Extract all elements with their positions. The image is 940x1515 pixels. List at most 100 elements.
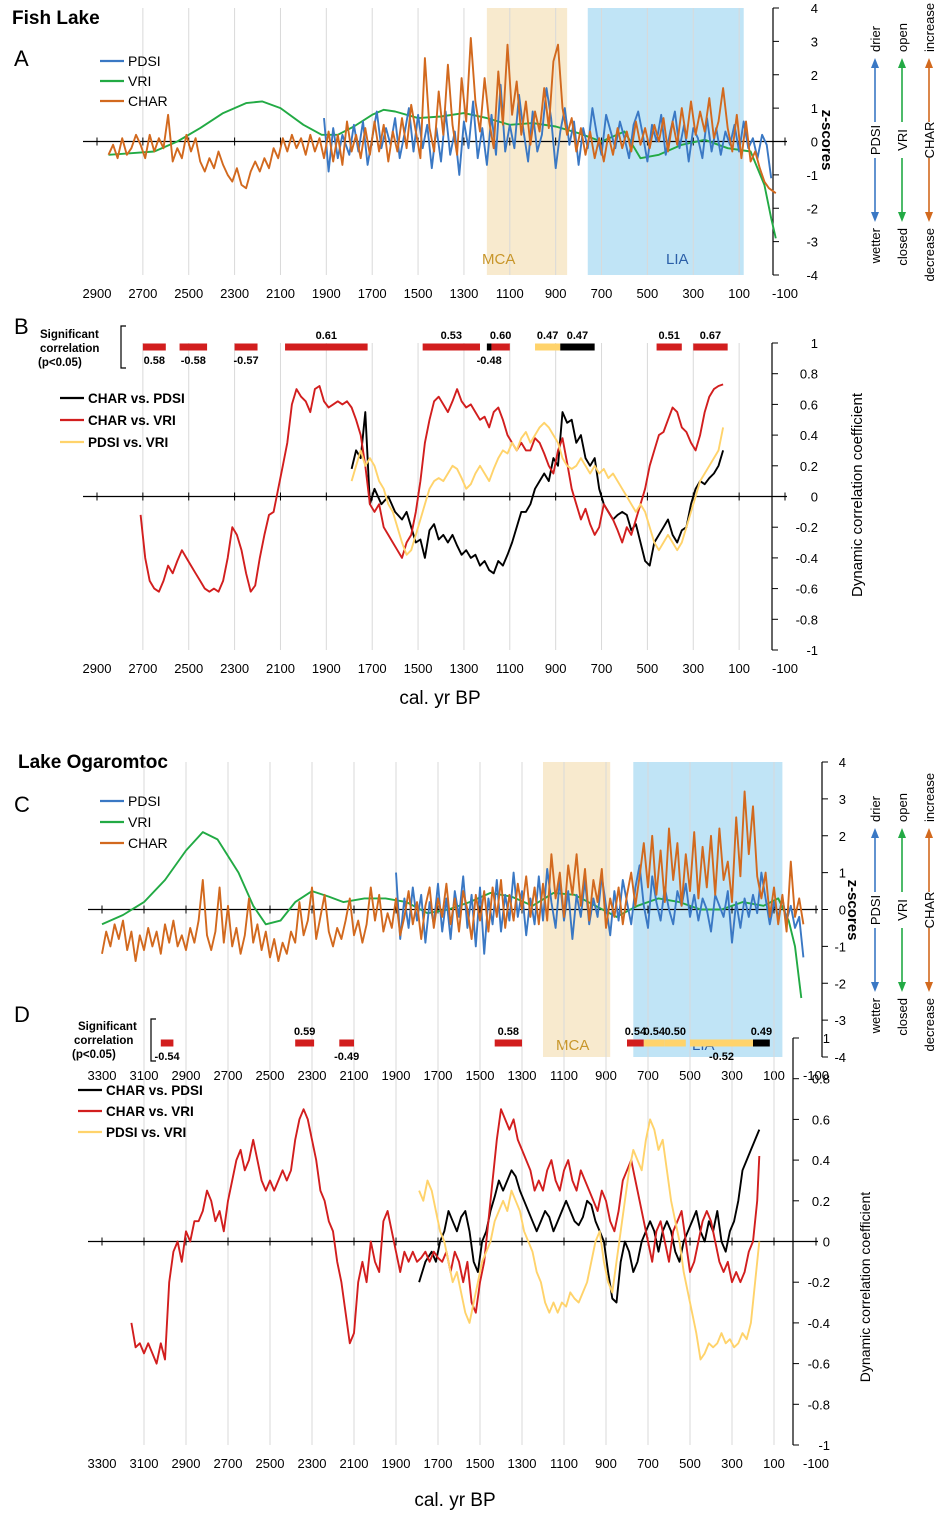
interp-variable-char: CHAR (922, 892, 937, 929)
sig-label-line3: (p<0.05) (38, 357, 82, 369)
x-tick-label: 2300 (220, 286, 249, 301)
significance-value: 0.59 (294, 1026, 315, 1038)
legend: PDSI VRI CHAR (100, 793, 168, 851)
significance-bar (422, 343, 480, 351)
x-tick-label: 900 (595, 1456, 617, 1471)
y-tick-label: -3 (806, 235, 818, 250)
x-tick-label: 1900 (312, 661, 341, 676)
legend: PDSI VRI CHAR (100, 53, 168, 109)
x-tick-label: -100 (772, 286, 798, 301)
x-tick-label: 1100 (550, 1456, 578, 1471)
x-tick-label: 2900 (172, 1456, 201, 1471)
x-tick-label: 700 (637, 1456, 659, 1471)
significance-bar (494, 1039, 522, 1047)
x-tick-label: 1300 (508, 1456, 537, 1471)
y-tick-label: -4 (806, 268, 818, 283)
interp-bottom-vri: closed (895, 228, 910, 266)
y-tick-label: -0.8 (808, 1397, 830, 1412)
series-line-pdsi-vs-vri (418, 1118, 761, 1361)
x-tick-label: 300 (721, 1456, 743, 1471)
y-tick-label: -1 (834, 939, 846, 954)
significance-value: 0.50 (665, 1026, 686, 1038)
x-tick-label: 100 (763, 1456, 785, 1471)
y-tick-label: 0.8 (812, 1072, 830, 1087)
arrow-down-icon (898, 982, 906, 992)
arrow-up-icon (925, 58, 933, 68)
arrow-up-icon (898, 828, 906, 838)
mca-label: MCA (482, 251, 515, 268)
series-line-char-vs-pdsi (350, 411, 725, 575)
lia-label: LIA (666, 251, 689, 268)
x-tick-label: -100 (803, 1456, 829, 1471)
site-title-fish-lake: Fish Lake (12, 8, 100, 29)
arrow-down-icon (871, 212, 879, 222)
significance-value: -0.58 (181, 355, 206, 367)
interp-variable-char: CHAR (922, 122, 937, 159)
y-tick-label: 0.2 (800, 459, 818, 474)
y-tick-label: -4 (834, 1050, 846, 1065)
significance-bar (491, 343, 510, 351)
y-tick-label: -0.2 (808, 1275, 830, 1290)
x-tick-label: 2900 (83, 661, 112, 676)
series-group (107, 37, 777, 239)
y-tick-label: -0.4 (796, 551, 818, 566)
y-tick-label: -0.6 (808, 1357, 830, 1372)
significance-key: Significant correlation (p<0.05) (38, 325, 126, 369)
x-tick-label: 2500 (256, 1456, 285, 1471)
panel-b: B Significant correlation (p<0.05) 2900 2… (14, 314, 866, 709)
y-tick-label: 2 (811, 68, 818, 83)
y-tick-label: 0.4 (812, 1153, 830, 1168)
mca-label: MCA (556, 1037, 589, 1054)
panel-letter-d: D (14, 1002, 30, 1027)
x-tick-label: 1900 (382, 1456, 411, 1471)
y-tick-label: 1 (811, 101, 818, 116)
significance-bar (142, 343, 166, 351)
arrow-down-icon (925, 212, 933, 222)
x-tick-label: 1900 (312, 286, 341, 301)
y-tick-label: 0 (839, 903, 846, 918)
y-tick-label: 3 (811, 34, 818, 49)
x-tick-label: 2100 (266, 286, 295, 301)
significance-value: 0.53 (441, 330, 462, 342)
x-tick-label: 1100 (496, 661, 524, 676)
significance-value: 0.60 (490, 330, 511, 342)
y-axis-label-zscores: z-scores (844, 880, 861, 941)
series-line-char-vs-pdsi (418, 1129, 761, 1304)
legend-label-vri: VRI (128, 814, 151, 830)
x-tick-label: 1700 (424, 1456, 453, 1471)
interp-bottom-vri: closed (895, 998, 910, 1036)
x-tick-label: 700 (591, 286, 613, 301)
significance-bar (693, 343, 728, 351)
significance-value: 0.67 (700, 330, 721, 342)
significance-value: 0.58 (144, 355, 165, 367)
series-group (139, 383, 725, 593)
significance-bar (535, 343, 561, 351)
legend-label-pdsi: PDSI (128, 793, 161, 809)
y-tick-label: 4 (839, 755, 846, 770)
significance-value: 0.54 (625, 1026, 647, 1038)
series-group (101, 790, 805, 999)
arrow-down-icon (871, 982, 879, 992)
panel-letter-a: A (14, 46, 29, 71)
sig-bracket (120, 325, 126, 369)
y-tick-label: 1 (811, 336, 818, 351)
legend-label-char: CHAR (128, 93, 168, 109)
interpretation-key: PDSI drier wetter VRI open closed CHAR increase… (868, 773, 937, 1052)
x-tick-label: 500 (679, 1456, 701, 1471)
significance-value: -0.48 (477, 355, 502, 367)
x-tick-label: 500 (637, 661, 659, 676)
x-tick-label: 2100 (340, 1456, 369, 1471)
axes: 3300 3100 2900 2700 2500 2300 2100 1900 1700 1500… (88, 1031, 830, 1471)
y-tick-label: -1 (818, 1438, 830, 1453)
x-tick-label: 1700 (358, 286, 387, 301)
arrow-down-icon (925, 982, 933, 992)
x-axis-label: cal. yr BP (399, 688, 480, 709)
significance-value: 0.61 (316, 330, 337, 342)
significance-value: 0.47 (567, 330, 588, 342)
legend-label-char: CHAR (128, 835, 168, 851)
x-tick-label: 1500 (404, 286, 433, 301)
sig-label-line1: Significant (78, 1021, 137, 1033)
interp-top-vri: open (895, 793, 910, 822)
arrow-up-icon (871, 828, 879, 838)
y-tick-label: 0 (823, 1235, 830, 1250)
